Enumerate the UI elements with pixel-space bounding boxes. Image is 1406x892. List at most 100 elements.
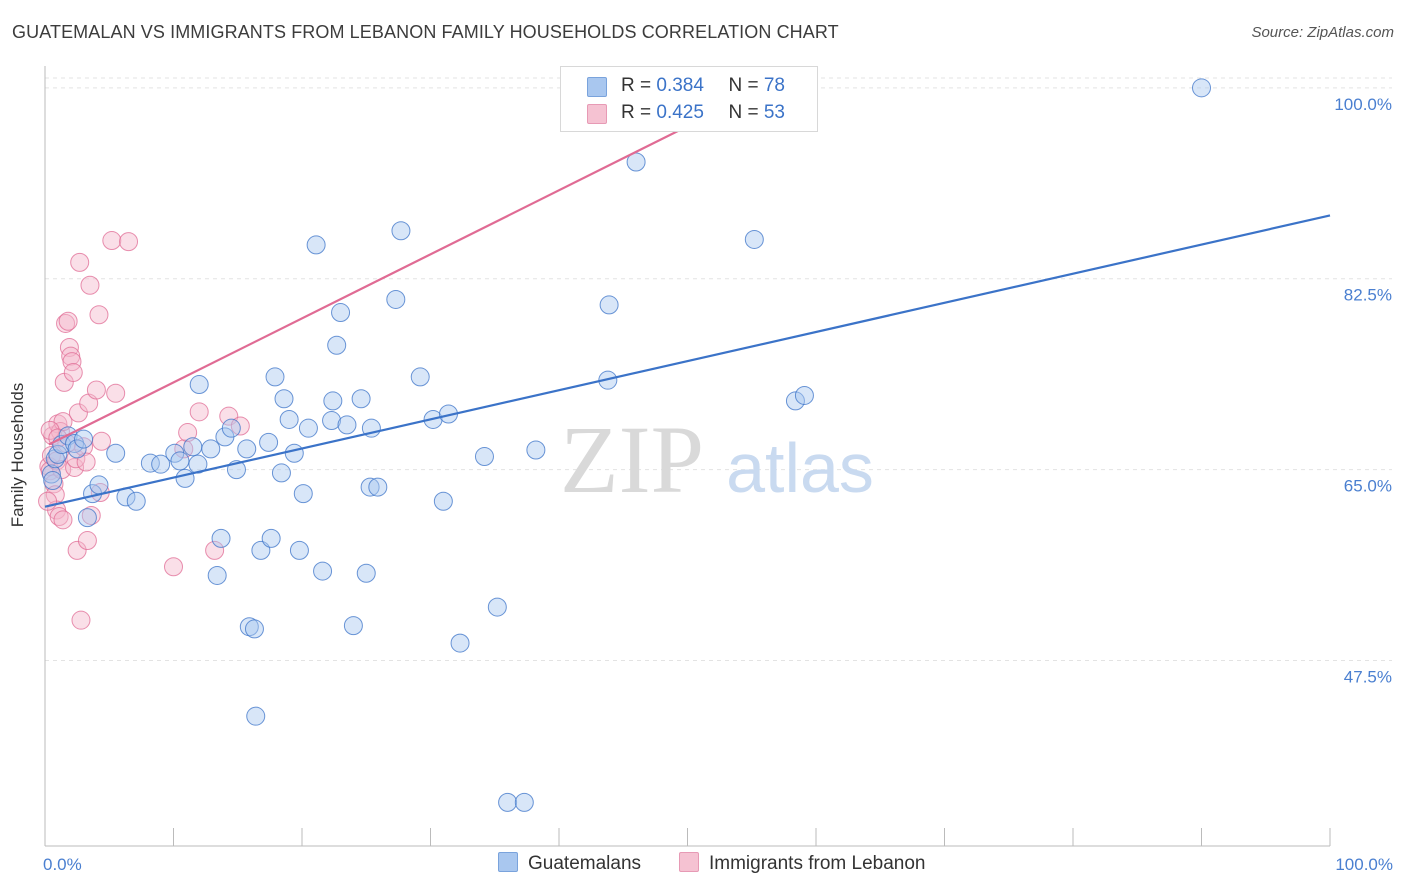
lebanon-point xyxy=(70,252,90,272)
y-tick-label: 47.5% xyxy=(1344,668,1392,687)
guatemalan-point xyxy=(244,619,264,639)
guatemalan-point xyxy=(189,375,209,395)
lebanon-point xyxy=(77,531,97,551)
guatemalan-point xyxy=(211,528,231,548)
guatemalan-point xyxy=(221,418,241,438)
axes xyxy=(44,66,1331,847)
x-tick-label: 100.0% xyxy=(1335,855,1393,874)
guatemalan-point xyxy=(237,439,257,459)
guatemalan-point xyxy=(48,444,68,464)
chart-title: GUATEMALAN VS IMMIGRANTS FROM LEBANON FA… xyxy=(12,22,839,42)
guatemalan-point xyxy=(41,464,61,484)
y-tick-label: 65.0% xyxy=(1344,477,1392,496)
guatemalan-point xyxy=(279,409,299,429)
legend-swatch-pink xyxy=(587,104,607,124)
guatemalan-point xyxy=(106,443,126,463)
guatemalan-point xyxy=(170,451,190,471)
guatemalan-trend-line xyxy=(44,214,1331,508)
guatemalan-point xyxy=(265,367,285,387)
guatemalan-point xyxy=(140,453,160,473)
guatemalan-point xyxy=(487,597,507,617)
lebanon-point xyxy=(68,403,88,423)
guatemalan-point xyxy=(65,433,85,453)
lebanon-point xyxy=(86,380,106,400)
lebanon-point xyxy=(189,402,209,422)
guatemalan-point xyxy=(306,235,326,255)
guatemalan-point xyxy=(368,477,388,497)
bottom-legend-label: Immigrants from Lebanon xyxy=(709,853,926,874)
guatemalan-point xyxy=(175,468,195,488)
lebanon-point xyxy=(53,510,73,530)
guatemalan-point xyxy=(298,418,318,438)
legend-swatch-blue xyxy=(587,77,607,97)
bottom-legend-label: Guatemalans xyxy=(528,853,642,874)
lebanon-point xyxy=(67,540,87,560)
guatemalan-point xyxy=(331,303,351,323)
legend-r-value: 0.384 xyxy=(656,75,704,96)
legend-r-label: R = xyxy=(621,75,657,96)
grid-lines xyxy=(45,77,1392,662)
guatemalan-point xyxy=(322,411,342,431)
lebanon-point xyxy=(76,452,96,472)
guatemalan-point xyxy=(327,335,347,355)
guatemalan-point xyxy=(337,415,357,435)
lebanon-point xyxy=(58,311,78,331)
data-points xyxy=(38,77,1211,812)
guatemalan-point xyxy=(274,389,294,409)
lebanon-point xyxy=(63,363,83,383)
legend-n-label: N = xyxy=(728,75,764,96)
guatemalan-point xyxy=(744,229,764,249)
guatemalan-point xyxy=(386,289,406,309)
guatemalan-point xyxy=(289,540,309,560)
lebanon-point xyxy=(89,305,109,325)
source-label: Source: ZipAtlas.com xyxy=(1251,24,1394,41)
lebanon-point xyxy=(92,431,112,451)
guatemalan-point xyxy=(259,432,279,452)
lebanon-point xyxy=(80,275,100,295)
guatemalan-point xyxy=(246,706,266,726)
lebanon-point xyxy=(38,491,58,511)
lebanon-trend-line xyxy=(48,86,766,446)
guatemalan-point xyxy=(207,565,227,585)
guatemalan-point xyxy=(89,475,109,495)
guatemalan-point xyxy=(126,491,146,511)
lebanon-point xyxy=(178,423,198,443)
guatemalan-point xyxy=(785,391,805,411)
legend-swatch-blue xyxy=(498,852,518,872)
tick-labels: 47.5% 65.0% 82.5% 100.0% 0.0% 100.0% xyxy=(43,95,1393,874)
guatemalan-point xyxy=(514,792,534,812)
guatemalan-point xyxy=(599,295,619,315)
lebanon-point xyxy=(119,232,139,252)
guatemalan-point xyxy=(391,221,411,241)
guatemalan-point xyxy=(43,471,63,491)
lebanon-point xyxy=(56,313,76,333)
watermark: ZIP atlas xyxy=(560,406,874,513)
guatemalan-point xyxy=(343,616,363,636)
guatemalan-point xyxy=(261,528,281,548)
bottom-legend-lebanon: Immigrants from Lebanon xyxy=(679,852,926,875)
legend-r-label: R = xyxy=(621,102,657,123)
bottom-legend-guatemalans: Guatemalans xyxy=(498,852,641,875)
guatemalan-point xyxy=(351,389,371,409)
guatemalan-point xyxy=(271,463,291,483)
guatemalan-point xyxy=(67,439,87,459)
legend-n-value: 78 xyxy=(763,75,785,96)
stats-legend: R = 0.384 N = 78 R = 0.425 N = 53 xyxy=(560,66,818,132)
legend-swatch-pink xyxy=(679,852,699,872)
lebanon-point xyxy=(40,420,60,440)
guatemalan-point xyxy=(410,367,430,387)
guatemalan-point xyxy=(474,447,494,467)
guatemalan-point xyxy=(201,439,221,459)
x-tick-label: 0.0% xyxy=(43,855,82,874)
guatemalan-point xyxy=(323,391,343,411)
legend-n-label: N = xyxy=(728,102,764,123)
guatemalan-point xyxy=(498,792,518,812)
guatemalan-point xyxy=(293,484,313,504)
guatemalan-point xyxy=(151,454,171,474)
guatemalan-point xyxy=(77,508,97,528)
guatemalan-point xyxy=(526,440,546,460)
guatemalan-point xyxy=(360,477,380,497)
lebanon-point xyxy=(66,449,86,469)
guatemalan-point xyxy=(1192,78,1211,98)
guatemalan-point xyxy=(74,429,94,449)
